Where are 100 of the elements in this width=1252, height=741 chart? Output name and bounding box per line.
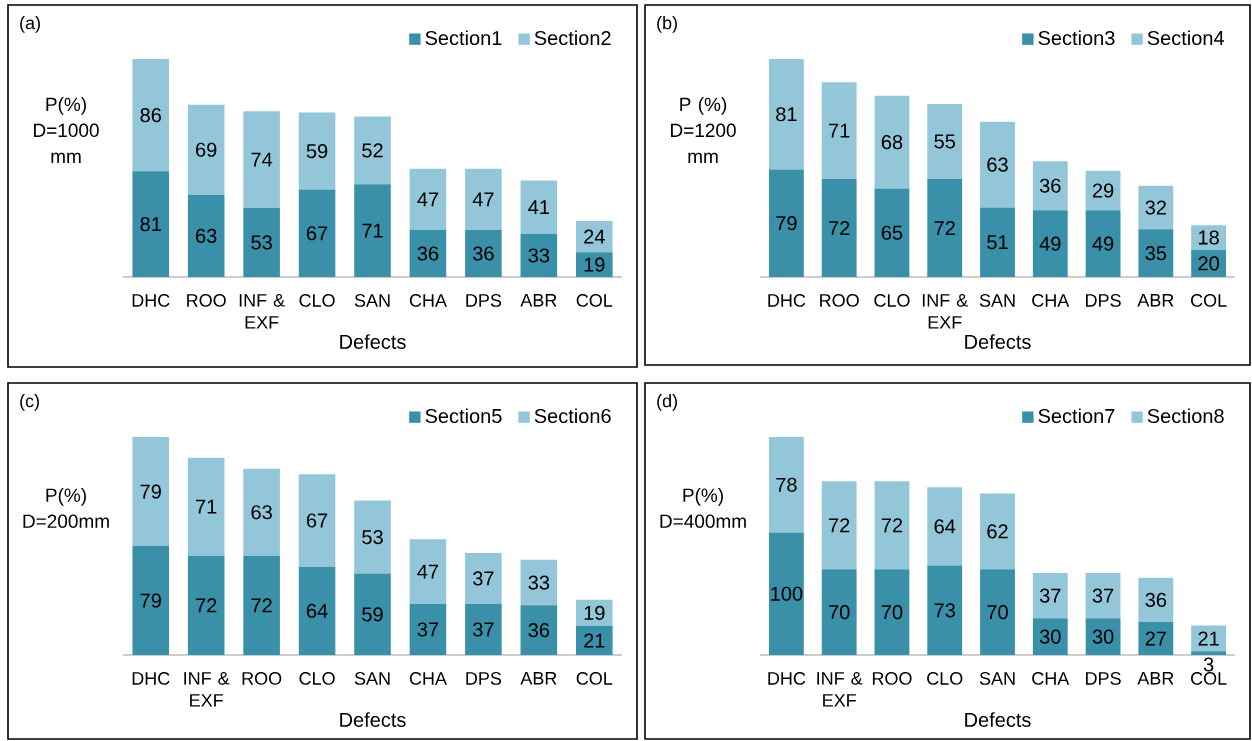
bar bbox=[409, 230, 447, 277]
bar bbox=[187, 457, 225, 556]
data-label: 64 bbox=[934, 519, 956, 534]
data-label: 59 bbox=[306, 143, 328, 159]
data-label: 72 bbox=[829, 220, 850, 235]
x-tick-label: CLO bbox=[927, 672, 963, 685]
bar bbox=[354, 500, 391, 574]
data-label: 64 bbox=[306, 603, 328, 618]
data-label: 67 bbox=[306, 513, 328, 528]
x-tick-label: CHA bbox=[1032, 294, 1070, 307]
bar bbox=[1085, 618, 1121, 655]
x-tick-label: CLO bbox=[299, 672, 335, 685]
data-label: 18 bbox=[1199, 230, 1219, 245]
bar bbox=[1138, 621, 1174, 655]
bar bbox=[1032, 210, 1068, 277]
data-label: 33 bbox=[528, 575, 550, 590]
bar bbox=[187, 104, 225, 195]
data-label: 100 bbox=[771, 586, 803, 601]
x-tick-label: ROO bbox=[820, 294, 859, 307]
data-label: 71 bbox=[829, 123, 850, 138]
x-tick-label: COL bbox=[576, 294, 613, 307]
bar bbox=[821, 481, 857, 570]
data-label: 3 bbox=[1203, 657, 1214, 672]
data-label: 70 bbox=[881, 605, 903, 620]
legend-label: Section2 bbox=[534, 30, 611, 46]
x-tick-label: CHA bbox=[409, 294, 447, 307]
data-label: 47 bbox=[472, 192, 494, 207]
data-label: 73 bbox=[934, 603, 955, 618]
bar bbox=[927, 487, 963, 566]
bar bbox=[927, 565, 963, 655]
x-tick-label: DPS bbox=[466, 672, 502, 685]
data-label: 30 bbox=[1039, 629, 1061, 644]
y-axis-title: P(%) D=1000 mm bbox=[34, 97, 99, 163]
bar bbox=[520, 180, 558, 234]
legend-label: Section7 bbox=[1038, 408, 1115, 424]
bar bbox=[980, 493, 1015, 570]
data-label: 36 bbox=[417, 246, 439, 261]
bar bbox=[187, 555, 225, 655]
data-label: 63 bbox=[196, 228, 217, 243]
bar bbox=[1032, 161, 1068, 211]
legend-label: Section4 bbox=[1147, 30, 1225, 46]
bar bbox=[409, 539, 447, 604]
legend-label: Section8 bbox=[1147, 408, 1224, 424]
data-label: 37 bbox=[417, 622, 439, 637]
data-label: 71 bbox=[196, 499, 217, 514]
bar bbox=[465, 168, 502, 231]
legend-label: Section3 bbox=[1038, 30, 1115, 46]
x-tick-label: SAN bbox=[354, 672, 390, 685]
x-tick-label: DHC bbox=[132, 294, 170, 307]
bar bbox=[874, 481, 910, 570]
data-label: 32 bbox=[1145, 200, 1166, 215]
bar bbox=[520, 605, 558, 655]
bar bbox=[243, 468, 280, 556]
bar bbox=[821, 178, 857, 277]
data-label: 72 bbox=[196, 598, 217, 613]
bar bbox=[1138, 185, 1174, 230]
bar bbox=[1032, 618, 1068, 655]
bar bbox=[768, 59, 804, 170]
bar bbox=[1191, 625, 1227, 652]
bar bbox=[354, 116, 391, 185]
bar bbox=[768, 437, 804, 533]
bar bbox=[298, 112, 336, 190]
x-tick-label: INF & EXF bbox=[817, 672, 863, 707]
x-tick-label: ROO bbox=[872, 672, 912, 685]
x-tick-label: INF & EXF bbox=[239, 294, 285, 329]
data-label: 19 bbox=[584, 257, 605, 272]
data-label: 65 bbox=[881, 225, 903, 240]
data-label: 37 bbox=[473, 571, 494, 586]
data-label: 36 bbox=[473, 246, 494, 261]
data-label: 86 bbox=[140, 108, 161, 123]
x-tick-label: ABR bbox=[520, 294, 557, 307]
data-label: 19 bbox=[584, 605, 605, 620]
data-label: 79 bbox=[140, 593, 161, 608]
bar bbox=[874, 569, 910, 655]
data-label: 71 bbox=[362, 223, 383, 238]
bar bbox=[243, 555, 280, 655]
data-label: 21 bbox=[1198, 631, 1219, 646]
x-tick-label: DPS bbox=[466, 294, 502, 307]
data-label: 35 bbox=[1145, 246, 1167, 261]
bar bbox=[575, 599, 613, 627]
bar bbox=[132, 546, 170, 655]
bar bbox=[465, 230, 502, 277]
x-tick-label: SAN bbox=[354, 294, 390, 307]
bar bbox=[874, 188, 910, 277]
x-tick-label: ROO bbox=[187, 294, 226, 307]
bar bbox=[980, 121, 1015, 208]
bar bbox=[1191, 225, 1227, 250]
data-label: 36 bbox=[1145, 592, 1167, 607]
data-label: 63 bbox=[987, 157, 1008, 172]
x-tick-label: CHA bbox=[1032, 672, 1070, 685]
data-label: 49 bbox=[1092, 236, 1114, 251]
data-label: 20 bbox=[1198, 256, 1219, 271]
bar bbox=[243, 207, 280, 277]
data-label: 72 bbox=[829, 518, 850, 533]
x-axis-title: Defects bbox=[340, 334, 406, 349]
data-label: 29 bbox=[1092, 183, 1114, 198]
bar bbox=[409, 603, 447, 655]
bar bbox=[768, 169, 804, 277]
data-label: 72 bbox=[881, 518, 903, 533]
data-label: 79 bbox=[140, 484, 161, 499]
